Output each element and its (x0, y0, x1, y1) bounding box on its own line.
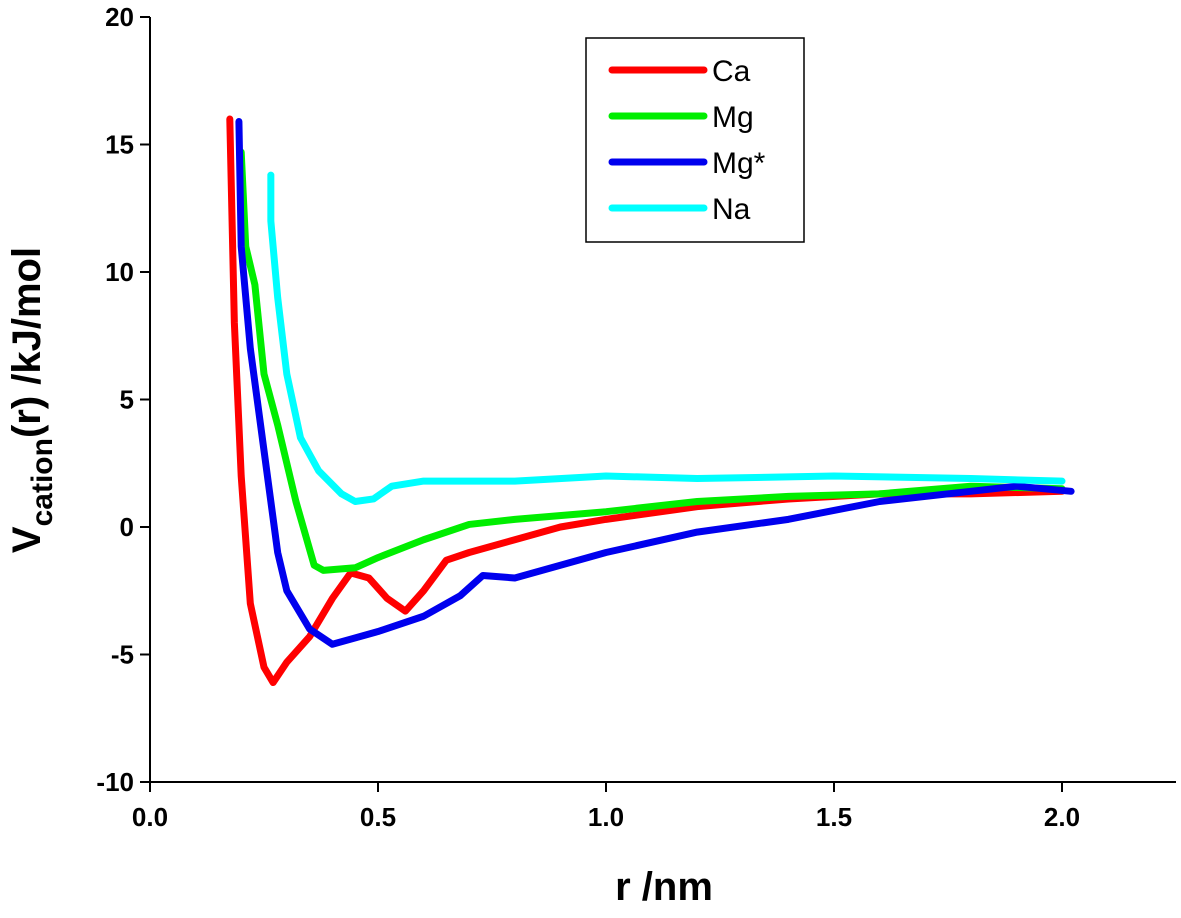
series-line (235, 118, 1075, 648)
y-label-sub: cation (26, 438, 59, 526)
y-tick-label: 5 (120, 385, 134, 415)
series-line (237, 148, 1066, 574)
x-axis-label: r /nm (615, 865, 713, 909)
y-tick-label: -5 (111, 640, 134, 670)
legend-label: Ca (712, 55, 751, 88)
series-line (267, 171, 1066, 505)
y-axis-label: Vcation(r) /kJ/mol (5, 247, 59, 553)
y-label-rest: (r) /kJ/mol (5, 247, 49, 438)
y-tick-label: 15 (105, 130, 134, 160)
y-tick-label: 10 (105, 257, 134, 287)
series-line (226, 115, 1066, 687)
y-tick-label: -10 (96, 767, 134, 797)
x-tick-label: 1.5 (816, 802, 852, 832)
y-tick-label: 20 (105, 2, 134, 32)
x-tick-label: 0.5 (360, 802, 396, 832)
y-tick-label: 0 (120, 512, 134, 542)
x-tick-label: 2.0 (1044, 802, 1080, 832)
x-tick-label: 0.0 (132, 802, 168, 832)
legend-label: Mg (712, 101, 754, 134)
legend-box (585, 37, 805, 243)
x-tick-label: 1.0 (588, 802, 624, 832)
y-label-main: V (5, 526, 49, 553)
legend-label: Na (712, 193, 751, 226)
legend-label: Mg* (712, 147, 766, 180)
